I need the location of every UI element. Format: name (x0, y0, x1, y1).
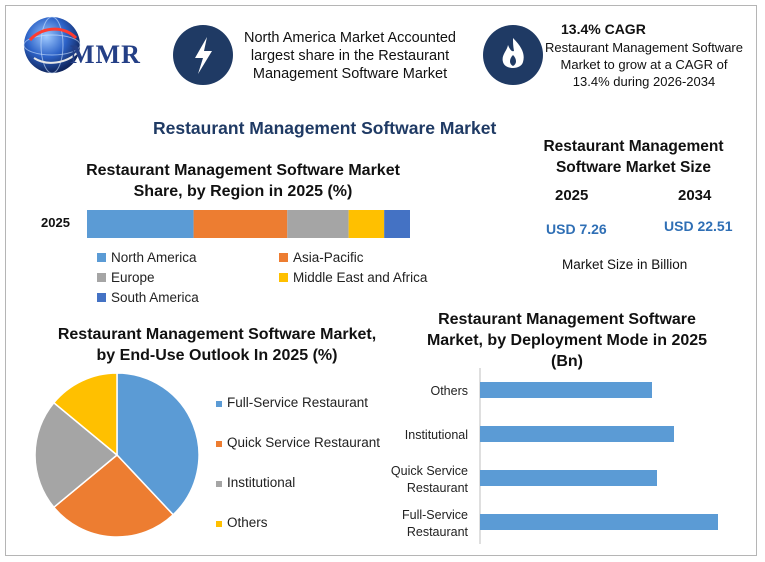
market-size-title: Restaurant Management Software Market Si… (543, 138, 724, 176)
legend-item: Asia-Pacific (279, 250, 364, 265)
legend-item: Europe (97, 270, 155, 285)
swatch (216, 401, 222, 407)
globe-icon (23, 16, 81, 74)
swatch (216, 521, 222, 527)
pie-slice (116, 372, 200, 516)
region-bar-segment (193, 210, 288, 238)
swatch (216, 481, 222, 487)
legend-item: Middle East and Africa (279, 270, 427, 285)
legend-label: South America (111, 290, 199, 305)
swatch (97, 273, 106, 282)
legend-item: Quick Service Restaurant (216, 435, 380, 450)
page-title: Restaurant Management Software Market (153, 118, 497, 138)
legend-item: Others (216, 515, 268, 530)
legend-item: Institutional (216, 475, 295, 490)
region-bar-segment (348, 210, 385, 238)
legend-label: Institutional (227, 475, 296, 490)
swatch (97, 293, 106, 302)
region-bar-segment (87, 210, 194, 238)
deployment-bar (480, 382, 652, 398)
deployment-bar (480, 426, 674, 442)
deployment-category-label: Institutional (405, 428, 468, 442)
legend-item: North America (97, 250, 197, 265)
region-bar-segment (384, 210, 410, 238)
deployment-bar (480, 470, 657, 486)
deployment-bar (480, 514, 718, 530)
cagr-title: 13.4% CAGR (561, 21, 646, 37)
legend-label: Asia-Pacific (293, 250, 364, 265)
end-use-chart-title: Restaurant Management Software Market, b… (57, 326, 377, 364)
region-stacked-bar (87, 210, 410, 238)
legend-label: Quick Service Restaurant (227, 435, 381, 450)
swatch (216, 441, 222, 447)
market-size-unit: Market Size in Billion (562, 257, 688, 272)
deployment-chart-title: Restaurant Management Software Market, b… (426, 311, 708, 370)
swatch (279, 253, 288, 262)
legend-label: Europe (111, 270, 155, 285)
infographic-frame: MMR North America Market Accounted large… (5, 5, 757, 556)
flame-icon (483, 25, 543, 85)
legend-item: South America (97, 290, 199, 305)
deployment-bar-chart: Others Institutional Quick Service Restaura… (391, 368, 718, 544)
region-share-note: North America Market Accounted largest s… (244, 30, 456, 82)
lightning-icon (173, 25, 233, 85)
value-2025: USD 7.26 (546, 221, 607, 237)
region-bar-segment (287, 210, 349, 238)
deployment-category-label: Quick Service Restaurant (391, 464, 469, 495)
value-2034: USD 22.51 (664, 218, 733, 234)
pie-slice (52, 453, 175, 538)
deployment-category-label: Others (430, 384, 468, 398)
legend-label: Others (227, 515, 268, 530)
legend-item: Full-Service Restaurant (216, 395, 368, 410)
end-use-pie-chart (34, 372, 200, 538)
pie-slice (34, 401, 119, 509)
swatch (279, 273, 288, 282)
logo-text: MMR (70, 40, 141, 69)
swatch (97, 253, 106, 262)
legend-label: North America (111, 250, 197, 265)
legend-label: Full-Service Restaurant (227, 395, 369, 410)
year-2034-label: 2034 (678, 187, 712, 204)
region-chart-title: Restaurant Management Software Market Sh… (86, 162, 400, 200)
year-2025-label: 2025 (555, 187, 589, 204)
deployment-category-label: Full-Service Restaurant (402, 508, 469, 539)
region-category-label: 2025 (41, 215, 70, 230)
cagr-note: Restaurant Management Software Market to… (545, 40, 743, 89)
legend-label: Middle East and Africa (293, 270, 428, 285)
pie-slice (52, 372, 118, 457)
logo: MMR (16, 10, 166, 80)
